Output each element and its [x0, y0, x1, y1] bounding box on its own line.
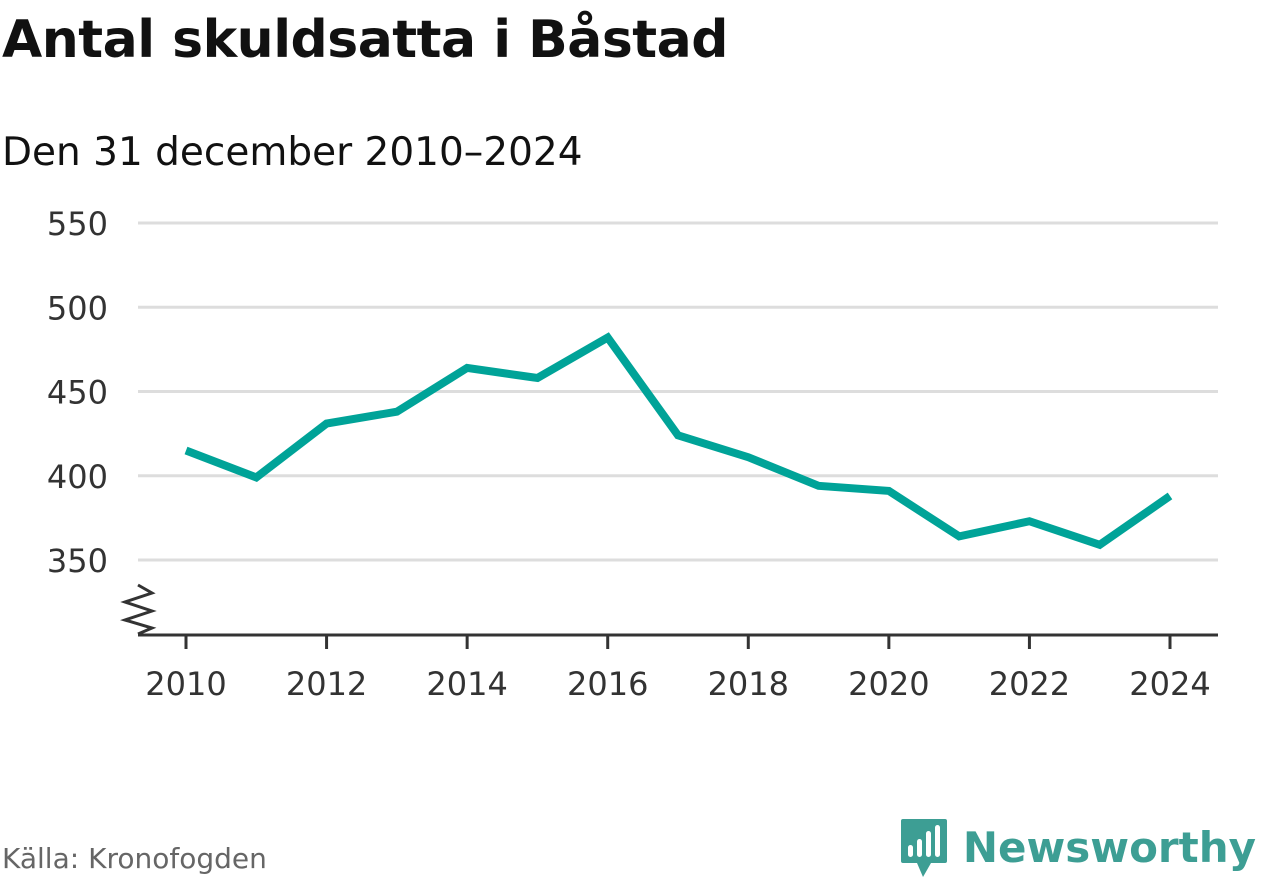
chart-title: Antal skuldsatta i Båstad: [2, 10, 728, 70]
x-tick-label: 2022: [989, 665, 1070, 703]
x-tick-label: 2018: [708, 665, 789, 703]
x-tick-label: 2016: [567, 665, 648, 703]
x-axis: [138, 633, 1218, 649]
source-note: Källa: Kronofogden: [2, 842, 267, 875]
x-tick-label: 2014: [426, 665, 507, 703]
x-tick-label: 2020: [848, 665, 929, 703]
axis-break-icon: [120, 583, 157, 636]
series-group: [184, 332, 1173, 550]
x-tick-label: 2024: [1129, 665, 1210, 703]
x-tick-labels: 2010 2012 2014 2016 2018 2020 2022 2024: [145, 665, 1210, 703]
y-tick-label: 550: [47, 205, 108, 243]
y-tick-labels: 350 400 450 500 550: [47, 205, 108, 580]
chart-subtitle: Den 31 december 2010–2024: [2, 130, 583, 175]
x-tick-label: 2012: [286, 665, 367, 703]
brand-name: Newsworthy: [962, 823, 1256, 872]
axis-break-mark: [120, 583, 157, 636]
newsworthy-logo-icon: [900, 819, 947, 877]
y-tick-label: 350: [47, 542, 108, 580]
x-tick-label: 2010: [145, 665, 226, 703]
y-tick-label: 450: [47, 374, 108, 412]
brand-logo: Newsworthy: [899, 818, 1256, 878]
line-chart: 350 400 450 500 550 2010 2012 2014 2016 2018 2020…: [47, 205, 1218, 703]
grid-lines: [138, 221, 1218, 562]
y-tick-label: 400: [47, 458, 108, 496]
series-line: [184, 332, 1173, 550]
y-tick-label: 500: [47, 289, 108, 327]
